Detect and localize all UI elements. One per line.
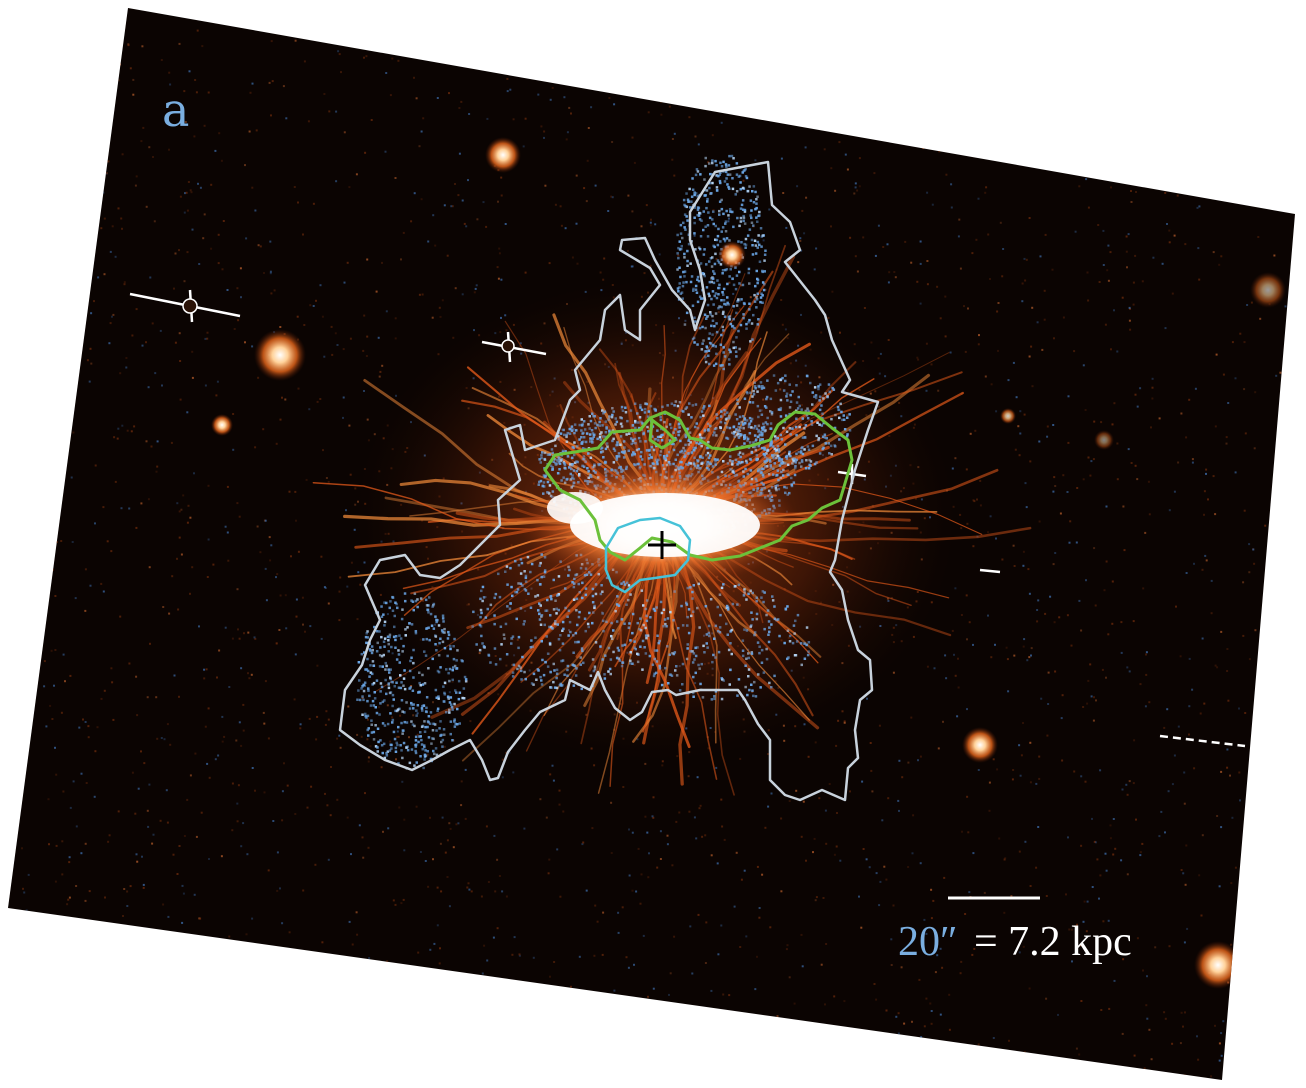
star [211,414,233,436]
panel-label: a [162,83,189,137]
star [1250,272,1286,308]
scale-bar-distance: = 7.2 kpc [974,919,1132,965]
scale-bar-label: 20″ = 7.2 kpc [898,919,1132,965]
star [718,241,746,269]
star [1000,408,1016,424]
star [1194,941,1242,989]
star [254,329,306,381]
scale-bar-angle: 20″ [898,919,958,965]
star [962,727,998,763]
star [485,137,521,173]
star [1094,430,1114,450]
